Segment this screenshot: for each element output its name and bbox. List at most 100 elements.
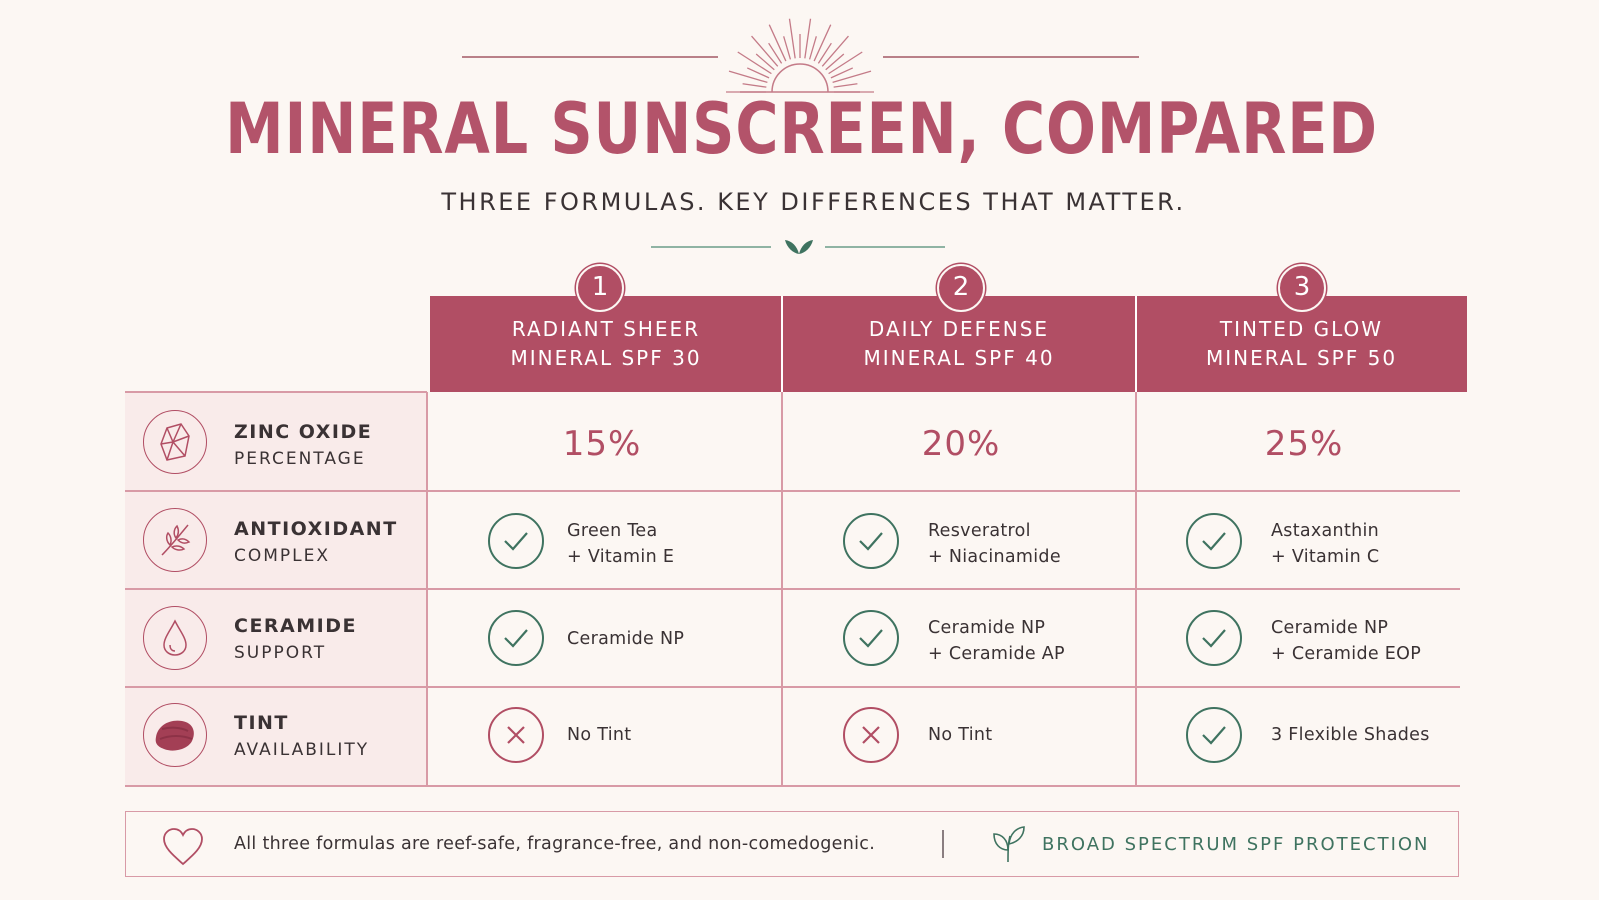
tint-swatch-icon (143, 703, 207, 767)
product-name-2-line1: DAILY DEFENSE (868, 317, 1050, 341)
row-sublabel-ceramide: SUPPORT (234, 643, 327, 663)
sun-ray (832, 70, 872, 84)
sun-ray (804, 18, 812, 59)
antioxidant-text-1: Green Tea + Vitamin E (567, 518, 674, 570)
row-label-antioxidant: ANTIOXIDANT (234, 518, 398, 540)
sun-ray (728, 70, 768, 84)
page-title: MINERAL SUNSCREEN, COMPARED (225, 88, 1378, 170)
check-icon (843, 513, 899, 569)
sun-ray (768, 24, 787, 62)
antioxidant-text-2: Resveratrol + Niacinamide (928, 518, 1061, 570)
table-column-rule (1135, 392, 1137, 786)
product-header-3: TINTED GLOW MINERAL SPF 50 (1136, 296, 1467, 392)
tint-text-1: No Tint (567, 722, 631, 748)
table-column-rule (781, 392, 783, 786)
header-divider (781, 296, 783, 392)
sun-ray (788, 18, 796, 59)
table-rule (125, 490, 1460, 492)
cell-line: Ceramide NP (567, 629, 685, 649)
sun-ray (833, 83, 858, 88)
product-header-2: DAILY DEFENSE MINERAL SPF 40 (782, 296, 1136, 392)
sprig-icon (143, 508, 207, 572)
sun-ray (751, 35, 779, 67)
table-rule (125, 785, 1460, 787)
droplet-icon (143, 606, 207, 670)
cell-line: + Vitamin C (1271, 547, 1380, 567)
product-name-3-line2: MINERAL SPF 50 (1205, 346, 1398, 370)
footer-note: All three formulas are reef-safe, fragra… (234, 834, 876, 854)
ceramide-text-1: Ceramide NP (567, 626, 684, 652)
sun-ray (783, 36, 792, 60)
sun-ray (742, 83, 767, 88)
footer-banner (125, 811, 1459, 877)
header-rule-right (883, 56, 1139, 58)
product-name-2-line2: MINERAL SPF 40 (863, 346, 1055, 370)
leaf-icon (993, 826, 1025, 863)
check-icon (488, 513, 544, 569)
row-sublabel-zinc-oxide: PERCENTAGE (234, 449, 366, 469)
ceramide-text-3: Ceramide NP + Ceramide EOP (1271, 615, 1421, 667)
sun-ray (813, 24, 832, 62)
cell-line: + Vitamin E (567, 547, 675, 567)
divider-right (825, 246, 945, 248)
cell-line: No Tint (928, 725, 993, 745)
sun-ray (817, 42, 832, 64)
row-label-ceramide: CERAMIDE (234, 615, 357, 637)
sun-ray (755, 53, 775, 71)
product-name-1-line1: RADIANT SHEER (511, 317, 701, 341)
cross-icon (488, 707, 544, 763)
sun-ray (830, 67, 854, 79)
zinc-oxide-value-3: 25% (1264, 424, 1344, 464)
product-name-3-line1: TINTED GLOW (1219, 317, 1384, 341)
crystal-icon (143, 410, 207, 474)
product-header-1: RADIANT SHEER MINERAL SPF 30 (430, 296, 782, 392)
sun-ray (737, 51, 772, 75)
antioxidant-text-3: Astaxanthin + Vitamin C (1271, 518, 1379, 570)
cell-line: + Ceramide AP (928, 644, 1065, 664)
product-number-badge-2: 2 (937, 264, 985, 312)
cell-line: No Tint (567, 725, 632, 745)
cell-line: Resveratrol (928, 521, 1031, 541)
sun-ray (808, 36, 817, 60)
zinc-oxide-value-1: 15% (562, 424, 642, 464)
cell-line: Astaxanthin (1271, 521, 1380, 541)
cross-icon (843, 707, 899, 763)
page-subtitle: THREE FORMULAS. KEY DIFFERENCES THAT MAT… (441, 188, 1186, 216)
table-rule (125, 588, 1460, 590)
product-name-1-line2: MINERAL SPF 30 (510, 346, 702, 370)
sun-ray (746, 67, 770, 79)
divider-left (651, 246, 771, 248)
header-divider (1135, 296, 1137, 392)
table-rule (125, 686, 1460, 688)
sun-ray (821, 35, 849, 67)
cell-line: Green Tea (567, 521, 658, 541)
tint-text-3: 3 Flexible Shades (1271, 722, 1430, 748)
row-label-tint: TINT (234, 712, 289, 734)
zinc-oxide-value-2: 20% (921, 424, 1001, 464)
sun-ray (768, 42, 783, 64)
cell-line: + Ceramide EOP (1271, 644, 1422, 664)
row-sublabel-tint: AVAILABILITY (234, 740, 370, 760)
footer-badge: BROAD SPECTRUM SPF PROTECTION (1042, 834, 1430, 855)
sun-ray (825, 53, 845, 71)
check-icon (488, 610, 544, 666)
heart-icon (163, 828, 203, 866)
leaf-icon (785, 240, 813, 254)
cell-line: Ceramide NP (1271, 618, 1389, 638)
row-sublabel-antioxidant: COMPLEX (234, 546, 331, 566)
sun-ray (828, 51, 863, 75)
row-label-zinc-oxide: ZINC OXIDE (234, 421, 373, 443)
product-number-badge-1: 1 (576, 264, 624, 312)
header-rule-left (462, 56, 718, 58)
ceramide-text-2: Ceramide NP + Ceramide AP (928, 615, 1065, 667)
table-rule (125, 391, 427, 393)
cell-line: + Niacinamide (928, 547, 1061, 567)
product-number-badge-3: 3 (1278, 264, 1326, 312)
check-icon (1186, 610, 1242, 666)
check-icon (1186, 513, 1242, 569)
cell-line: 3 Flexible Shades (1271, 725, 1430, 745)
sunburst-icon (726, 18, 874, 93)
check-icon (843, 610, 899, 666)
check-icon (1186, 707, 1242, 763)
tint-text-2: No Tint (928, 722, 992, 748)
